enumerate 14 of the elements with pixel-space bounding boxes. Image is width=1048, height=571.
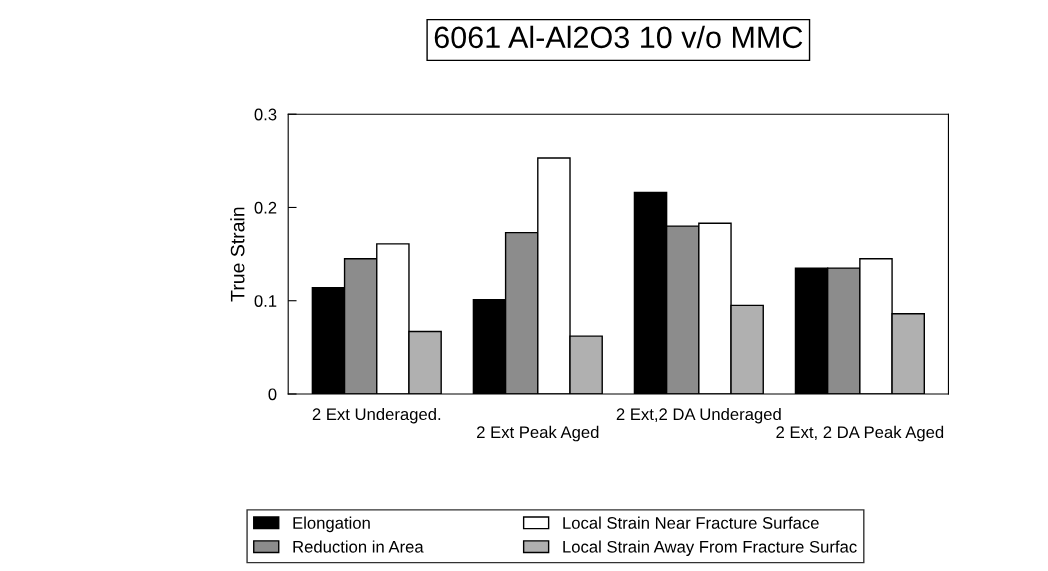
y-axis-title: True Strain (230, 207, 245, 302)
y-tick-label: 0 (268, 388, 277, 401)
chart-title: 6061 Al-Al2O3 10 v/o MMC (434, 25, 803, 49)
x-tick-label: 2 Ext Peak Aged (477, 425, 599, 442)
legend-label: Local Strain Near Fracture Surface (563, 516, 819, 529)
legend-label: Elongation (293, 516, 370, 533)
x-tick-label: 2 Ext Underaged. (312, 407, 441, 424)
x-tick-label: 2 Ext,2 DA Underaged (616, 407, 781, 424)
y-tick-label: 0.2 (254, 201, 277, 214)
y-tick-label: 0.3 (254, 108, 277, 121)
y-tick-label: 0.1 (254, 295, 277, 307)
x-tick-label: 2 Ext, 2 DA Peak Aged (776, 425, 944, 442)
legend-label: Local Strain Away From Fracture Surfac (563, 540, 857, 556)
legend-label: Reduction in Area (293, 540, 424, 553)
